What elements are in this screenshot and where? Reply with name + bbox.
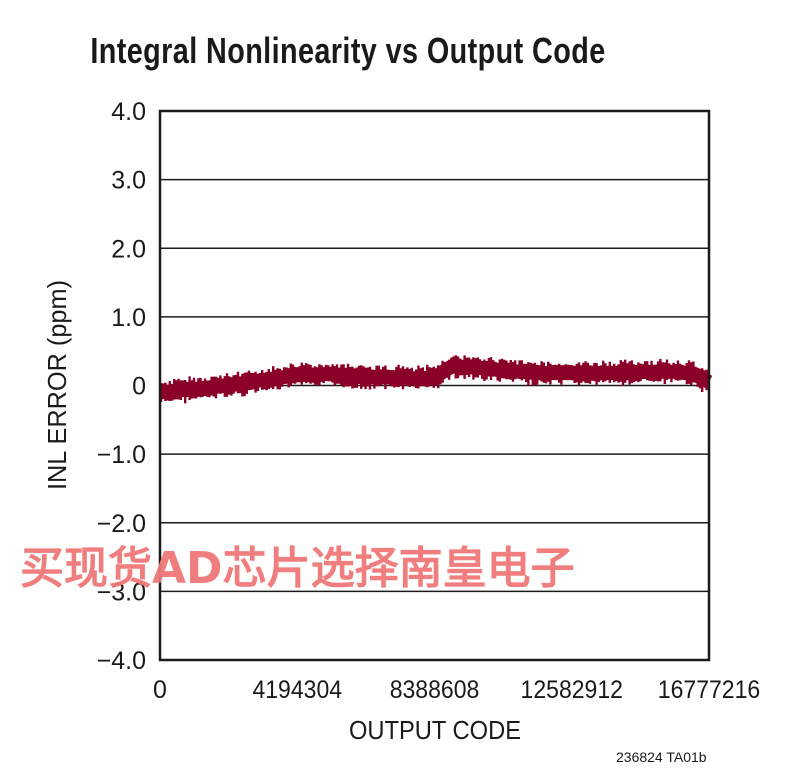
chart-title: Integral Nonlinearity vs Output Code <box>90 30 606 71</box>
x-tick-label: 8388608 <box>390 676 480 704</box>
series-noise <box>159 355 708 404</box>
watermark-text: 买现货AD芯片选择南皇电子 <box>20 543 575 594</box>
y-tick-label: 0 <box>132 373 146 401</box>
y-tick-label: −4.0 <box>97 647 146 675</box>
y-tick-label: −1.0 <box>97 441 146 469</box>
series-layer <box>159 355 713 404</box>
x-tick-label: 12582912 <box>521 676 623 704</box>
y-tick-label: 4.0 <box>111 98 146 126</box>
y-tick-labels: 4.0 3.0 2.0 1.0 0 −1.0 −2.0 −3.0 −4.0 <box>97 98 146 675</box>
y-tick-label: −3.0 <box>97 578 146 606</box>
x-tick-labels: 0 4194304 8388608 12582912 16777216 <box>153 676 760 704</box>
y-tick-label: 2.0 <box>111 235 146 263</box>
x-axis-label: OUTPUT CODE <box>349 715 521 745</box>
x-tick-label: 16777216 <box>658 676 760 704</box>
x-tick-label: 4194304 <box>252 676 342 704</box>
plot-frame <box>158 109 711 662</box>
y-tick-label: 1.0 <box>111 304 146 332</box>
x-tick-label: 0 <box>153 676 167 704</box>
y-axis-label: INL ERROR (ppm) <box>42 280 72 490</box>
y-tick-label: 3.0 <box>111 167 146 195</box>
chart-footnote: 236824 TA01b <box>616 749 707 765</box>
y-tick-label: −2.0 <box>97 510 146 538</box>
